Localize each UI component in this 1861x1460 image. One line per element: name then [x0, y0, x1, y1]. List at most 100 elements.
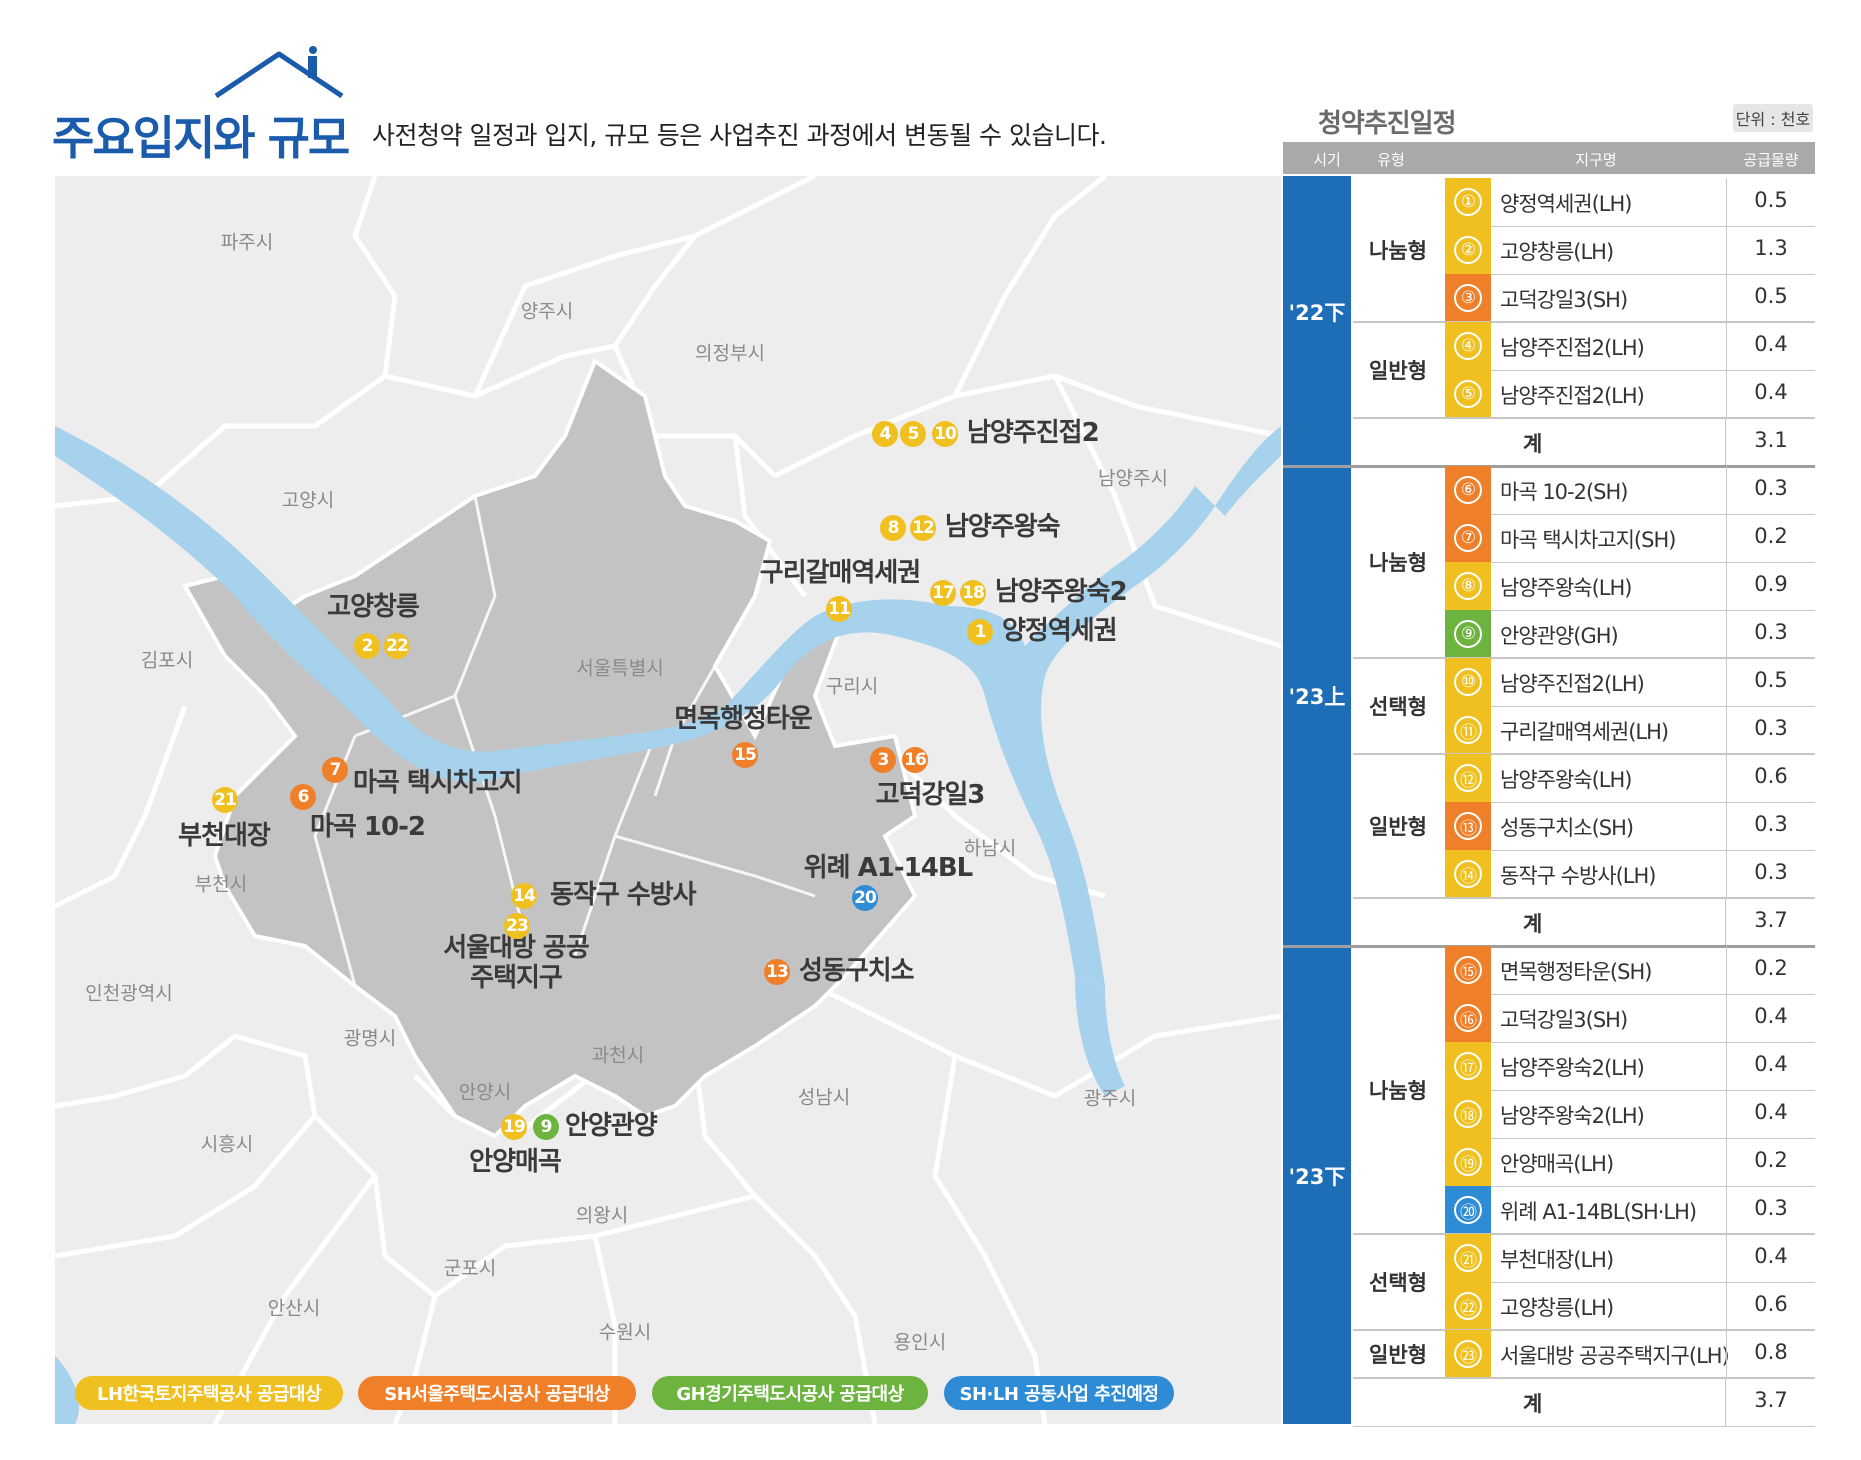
column-divider — [1726, 178, 1727, 226]
schedule-title: 청약추진일정 — [1318, 109, 1457, 139]
district-name: 고덕강일3(SH) — [1500, 288, 1628, 312]
district-name: 마곡 10-2(SH) — [1500, 480, 1628, 504]
column-divider — [1726, 946, 1727, 994]
table-row: ⑥ 마곡 10-2(SH) 0.3 — [1445, 466, 1815, 515]
city-label: 군포시 — [443, 1257, 497, 1280]
column-divider — [1725, 1378, 1726, 1426]
supply-amount: 0.2 — [1754, 524, 1788, 548]
supply-amount: 0.3 — [1754, 860, 1788, 884]
supply-amount: 0.8 — [1754, 1340, 1788, 1364]
row-number-badge: ⑱ — [1445, 1090, 1491, 1138]
table-row: ⑩ 남양주진접2(LH) 0.5 — [1445, 658, 1815, 707]
table-row: ⑰ 남양주왕숙2(LH) 0.4 — [1445, 1042, 1815, 1091]
row-number: ⑭ — [1454, 860, 1482, 888]
row-number-badge: ㉑ — [1445, 1234, 1491, 1282]
column-divider — [1726, 754, 1727, 802]
district-name: 남양주왕숙(LH) — [1500, 768, 1632, 792]
city-label: 용인시 — [893, 1331, 947, 1354]
table-row: ⑲ 안양매곡(LH) 0.2 — [1445, 1138, 1815, 1187]
site-marker: 9 — [533, 1114, 559, 1140]
district-name: 남양주진접2(LH) — [1500, 336, 1645, 360]
row-number: ② — [1454, 236, 1482, 264]
city-label: 성남시 — [797, 1086, 851, 1109]
district-name: 안양관양(GH) — [1500, 624, 1619, 648]
row-number: ⑧ — [1454, 572, 1482, 600]
column-divider — [1726, 1186, 1727, 1234]
total-label: 계 — [1523, 432, 1543, 456]
type-label: 나눔형 — [1369, 551, 1427, 575]
site-marker: 8 — [880, 515, 906, 541]
period-label: '23上 — [1288, 685, 1346, 709]
table-row: ⑮ 면목행정타운(SH) 0.2 — [1445, 946, 1815, 995]
row-number-badge: ② — [1445, 226, 1491, 274]
site-marker: 16 — [902, 747, 928, 773]
period-label: '22下 — [1288, 301, 1346, 325]
district-name: 남양주왕숙(LH) — [1500, 576, 1632, 600]
table-row: ⑬ 성동구치소(SH) 0.3 — [1445, 802, 1815, 851]
district-name: 고덕강일3(SH) — [1500, 1008, 1628, 1032]
city-label: 인천광역시 — [85, 982, 173, 1005]
supply-amount: 1.3 — [1754, 236, 1788, 260]
row-number-badge: ㉓ — [1445, 1330, 1491, 1378]
site-marker: 4 — [872, 421, 898, 447]
site-marker: 18 — [960, 580, 986, 606]
column-divider — [1726, 610, 1727, 658]
row-number-badge: ⑥ — [1445, 466, 1491, 514]
supply-amount: 0.5 — [1754, 188, 1788, 212]
table-row: ⑭ 동작구 수방사(LH) 0.3 — [1445, 850, 1815, 899]
supply-amount: 0.4 — [1754, 380, 1788, 404]
column-divider — [1726, 562, 1727, 610]
district-name: 안양매곡(LH) — [1500, 1152, 1614, 1176]
column-divider — [1726, 658, 1727, 706]
page-subtitle: 사전청약 일정과 입지, 규모 등은 사업추진 과정에서 변동될 수 있습니다. — [372, 121, 1107, 150]
type-label: 일반형 — [1369, 359, 1427, 383]
site-marker: 21 — [212, 787, 238, 813]
row-number-badge: ⑤ — [1445, 370, 1491, 418]
column-divider — [1726, 802, 1727, 850]
table-header: 시기 유형 지구명 공급물량 — [1283, 142, 1815, 174]
type-label: 일반형 — [1369, 1343, 1427, 1367]
row-number: ⑬ — [1454, 812, 1482, 840]
total-label: 계 — [1523, 912, 1543, 936]
district-name: 마곡 택시차고지(SH) — [1500, 528, 1676, 552]
site-label: 고양창릉 — [327, 592, 420, 623]
city-label: 양주시 — [520, 300, 574, 323]
city-label: 수원시 — [598, 1321, 652, 1344]
district-name: 성동구치소(SH) — [1500, 816, 1634, 840]
column-divider — [1726, 1090, 1727, 1138]
row-number-badge: ⑭ — [1445, 850, 1491, 898]
column-divider — [1726, 274, 1727, 322]
district-name: 양정역세권(LH) — [1500, 192, 1632, 216]
unit-badge: 단위 : 천호 — [1733, 104, 1813, 132]
site-label: 안양관양 — [565, 1111, 658, 1142]
table-row: ① 양정역세권(LH) 0.5 — [1445, 178, 1815, 227]
city-label: 구리시 — [825, 675, 879, 698]
city-label: 서울특별시 — [576, 657, 664, 680]
row-number: ⑩ — [1454, 668, 1482, 696]
table-row: ④ 남양주진접2(LH) 0.4 — [1445, 322, 1815, 371]
map-area: 파주시 양주시 의정부시 남양주시 고양시 김포시 서울특별시 구리시 하남시 … — [55, 176, 1281, 1424]
period-column — [1283, 176, 1351, 1424]
group-divider — [1353, 657, 1815, 659]
city-label: 광주시 — [1083, 1087, 1137, 1110]
supply-amount: 0.5 — [1754, 284, 1788, 308]
row-number-badge: ⑨ — [1445, 610, 1491, 658]
table-row: ㉓ 서울대방 공공주택지구(LH) 0.8 — [1445, 1330, 1815, 1379]
supply-amount: 0.3 — [1754, 1196, 1788, 1220]
city-label: 부천시 — [194, 873, 248, 896]
site-marker: 19 — [501, 1114, 527, 1140]
site-marker: 23 — [504, 913, 530, 939]
city-label: 하남시 — [963, 837, 1017, 860]
city-label: 남양주시 — [1098, 467, 1168, 490]
column-divider — [1726, 322, 1727, 370]
city-label: 시흥시 — [200, 1133, 254, 1156]
column-divider — [1726, 1282, 1727, 1330]
row-number-badge: ㉒ — [1445, 1282, 1491, 1330]
legend-shlh: SH·LH 공동사업 추진예정 — [944, 1376, 1174, 1410]
site-marker: 22 — [384, 633, 410, 659]
table-row: ⑪ 구리갈매역세권(LH) 0.3 — [1445, 706, 1815, 755]
column-divider — [1726, 850, 1727, 898]
row-number-badge: ⑰ — [1445, 1042, 1491, 1090]
column-divider — [1726, 1138, 1727, 1186]
row-number: ⑫ — [1454, 764, 1482, 792]
